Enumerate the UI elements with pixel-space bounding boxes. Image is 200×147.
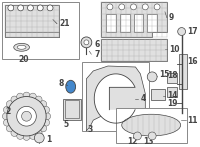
Circle shape <box>27 5 33 11</box>
Text: 15: 15 <box>159 70 169 79</box>
Circle shape <box>44 113 51 120</box>
Text: 17: 17 <box>188 27 198 36</box>
Text: 3: 3 <box>88 125 93 133</box>
Text: 9: 9 <box>169 13 174 22</box>
Bar <box>2 2 79 59</box>
Bar <box>106 14 116 31</box>
Text: 7: 7 <box>94 50 100 59</box>
Bar <box>63 98 81 120</box>
Circle shape <box>148 132 156 140</box>
Circle shape <box>35 96 42 103</box>
Circle shape <box>8 5 14 11</box>
Text: 13: 13 <box>143 137 153 146</box>
Circle shape <box>34 133 44 143</box>
Circle shape <box>3 106 10 113</box>
Circle shape <box>84 40 89 45</box>
Circle shape <box>11 130 18 136</box>
Bar <box>65 101 79 118</box>
Circle shape <box>40 125 47 132</box>
Ellipse shape <box>14 43 29 51</box>
Text: 5: 5 <box>63 120 68 129</box>
Circle shape <box>22 111 31 121</box>
Bar <box>167 73 177 83</box>
Text: 6: 6 <box>94 40 99 49</box>
Circle shape <box>47 5 53 11</box>
Ellipse shape <box>122 114 181 136</box>
Circle shape <box>23 133 30 140</box>
Circle shape <box>134 132 141 140</box>
Circle shape <box>29 93 36 100</box>
Bar <box>5 31 59 37</box>
Bar <box>147 14 157 31</box>
Circle shape <box>147 72 157 82</box>
Circle shape <box>154 4 160 10</box>
Circle shape <box>17 93 24 100</box>
Circle shape <box>35 130 42 136</box>
Text: 1: 1 <box>46 135 51 144</box>
Text: 2: 2 <box>5 107 10 116</box>
Text: 8: 8 <box>58 79 64 88</box>
Polygon shape <box>101 2 167 37</box>
Bar <box>151 89 165 101</box>
Circle shape <box>81 37 92 48</box>
Circle shape <box>43 106 50 113</box>
Circle shape <box>6 125 13 132</box>
Circle shape <box>11 96 18 103</box>
Circle shape <box>23 92 30 99</box>
Bar <box>82 62 149 131</box>
Circle shape <box>131 4 136 10</box>
Circle shape <box>178 28 186 35</box>
Text: 10: 10 <box>169 45 179 54</box>
Bar <box>167 87 177 97</box>
Polygon shape <box>94 74 135 123</box>
Text: 12: 12 <box>127 137 138 146</box>
Circle shape <box>17 132 24 139</box>
Text: 4: 4 <box>140 94 146 103</box>
Bar <box>120 14 130 31</box>
Text: 11: 11 <box>188 116 198 125</box>
Circle shape <box>7 97 46 136</box>
Circle shape <box>40 101 47 107</box>
Circle shape <box>3 119 10 126</box>
Circle shape <box>37 5 43 11</box>
Text: 19: 19 <box>167 98 177 107</box>
Bar <box>134 14 143 31</box>
Text: 20: 20 <box>18 55 29 64</box>
Polygon shape <box>86 66 145 131</box>
Circle shape <box>142 4 148 10</box>
Text: 16: 16 <box>188 57 198 66</box>
Bar <box>101 39 167 61</box>
Circle shape <box>119 4 125 10</box>
Ellipse shape <box>66 80 76 93</box>
Text: 14: 14 <box>167 91 177 100</box>
Text: 18: 18 <box>167 71 178 80</box>
Circle shape <box>107 4 113 10</box>
Circle shape <box>2 113 9 120</box>
Circle shape <box>43 119 50 126</box>
Text: 21: 21 <box>59 19 69 28</box>
Bar <box>116 108 187 143</box>
Circle shape <box>18 5 24 11</box>
Bar <box>179 54 187 89</box>
Circle shape <box>6 101 13 107</box>
Circle shape <box>29 132 36 139</box>
Ellipse shape <box>17 45 26 49</box>
Bar <box>5 5 59 37</box>
Circle shape <box>17 106 36 126</box>
